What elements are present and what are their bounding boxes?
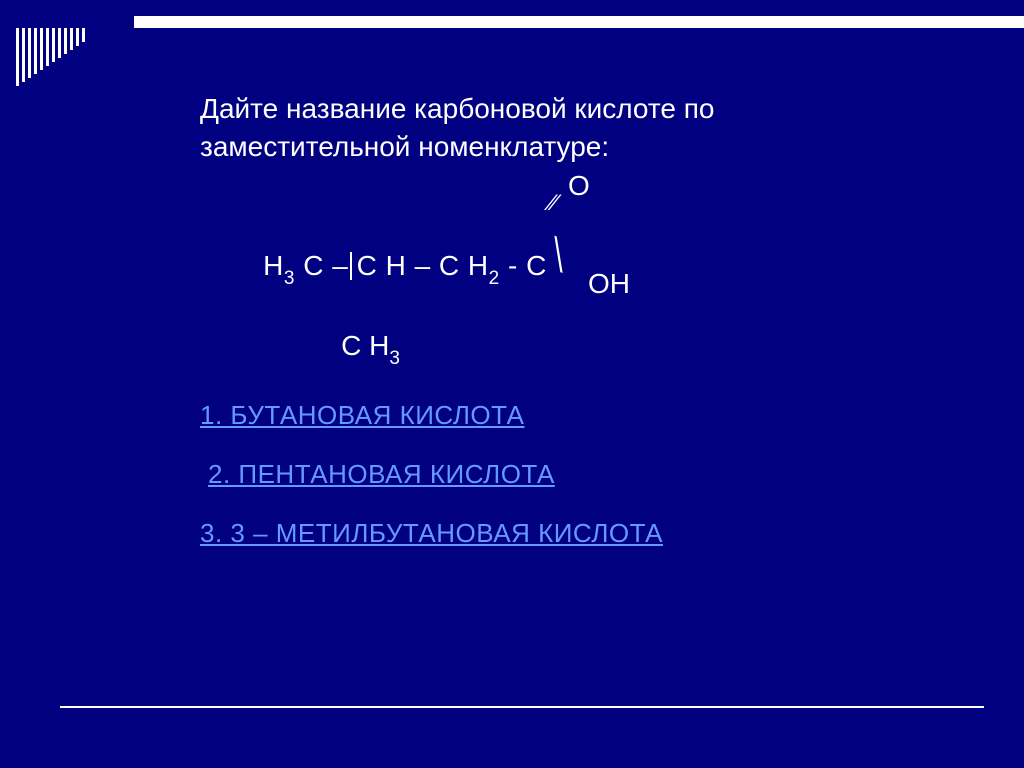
answer-option-2[interactable]: 2. ПЕНТАНОВАЯ КИСЛОТА <box>208 459 663 490</box>
answers-block: 1. БУТАНОВАЯ КИСЛОТА 2. ПЕНТАНОВАЯ КИСЛО… <box>200 400 663 577</box>
formula-h: H <box>263 250 284 281</box>
formula-hydroxyl: OH <box>588 268 630 300</box>
formula-single-bond-vertical <box>350 252 352 280</box>
decorative-vertical-lines <box>16 28 85 86</box>
question-line-1: Дайте название карбоновой кислоте по <box>200 90 960 128</box>
top-horizontal-bar <box>134 16 1024 28</box>
formula-chain-2: - C <box>500 250 547 281</box>
formula-sub-2: 2 <box>489 268 500 289</box>
answer-option-3[interactable]: 3. 3 – МЕТИЛБУТАНОВАЯ КИСЛОТА <box>200 518 663 549</box>
question-line-2: заместительной номенклатуре: <box>200 128 960 166</box>
formula-sub-3a: 3 <box>284 268 295 289</box>
formula-methyl: C H3 <box>310 298 400 400</box>
formula-single-bond-slash: ╲ <box>545 236 571 273</box>
answer-option-1[interactable]: 1. БУТАНОВАЯ КИСЛОТА <box>200 400 663 431</box>
formula-oxygen: O <box>568 170 590 202</box>
formula-chain-1: C – C H – C H <box>295 250 489 281</box>
bottom-horizontal-line <box>60 706 984 708</box>
formula-ch: C H <box>341 330 389 361</box>
formula-double-bond: ⁄⁄ <box>550 190 557 216</box>
question-block: Дайте название карбоновой кислоте по зам… <box>200 90 960 166</box>
chemical-formula: O ⁄⁄ H3 C – C H – C H2 - C ╲ OH C H3 <box>200 170 216 426</box>
formula-sub-3b: 3 <box>389 348 400 369</box>
